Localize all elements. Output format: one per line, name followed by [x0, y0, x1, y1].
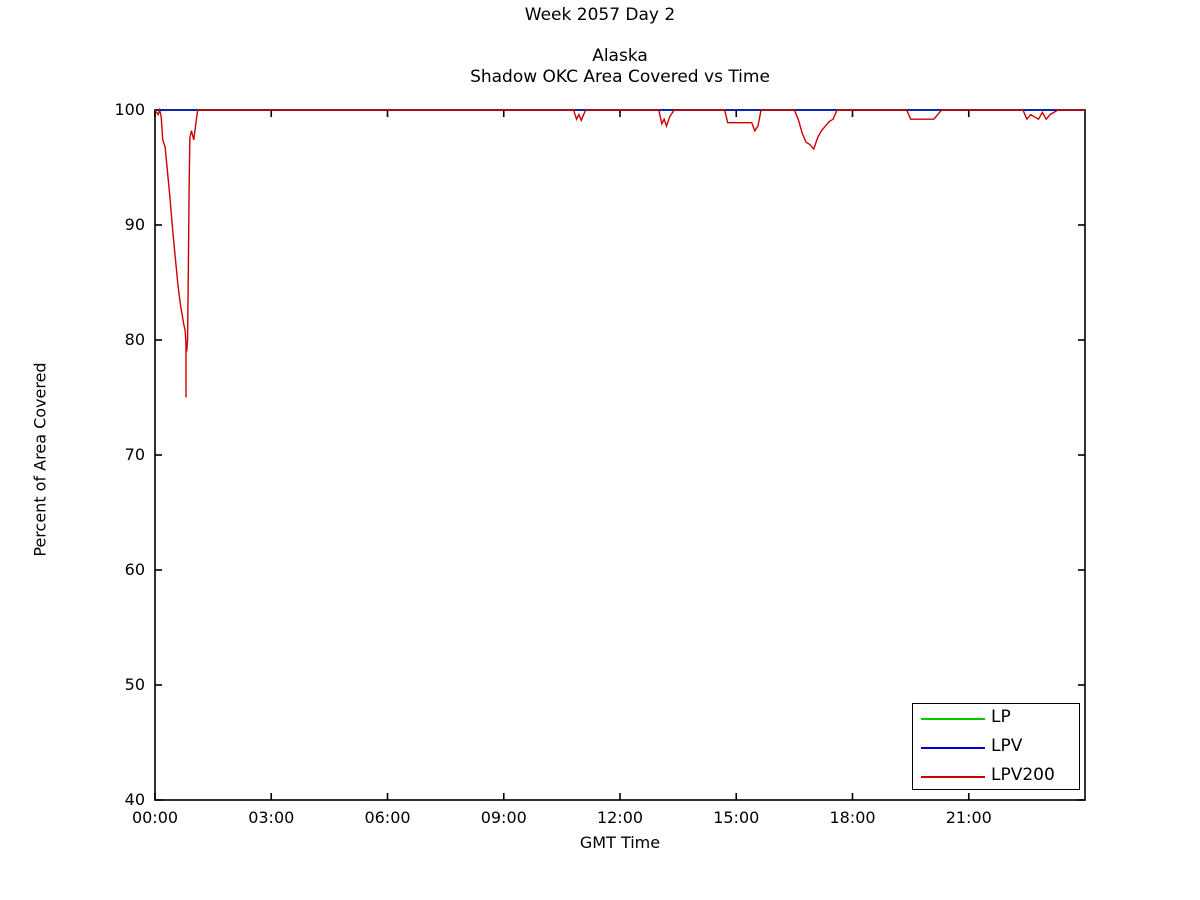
axes-title-line-2: Shadow OKC Area Covered vs Time [470, 67, 770, 87]
x-tick-label: 15:00 [713, 808, 760, 827]
x-tick-label: 18:00 [829, 808, 876, 827]
y-tick-label: 100 [114, 100, 145, 119]
y-tick-label: 40 [124, 790, 145, 809]
y-tick-label: 80 [124, 330, 145, 349]
x-axis-label: GMT Time [579, 833, 661, 852]
x-tick-label: 06:00 [364, 808, 411, 827]
x-tick-label: 03:00 [248, 808, 295, 827]
y-tick-label: 50 [124, 675, 145, 694]
series-line-lpv200 [154, 107, 1085, 352]
legend-item-lp[interactable]: LP [913, 704, 1081, 733]
y-tick-label: 90 [124, 215, 145, 234]
x-tick-label: 21:00 [945, 808, 992, 827]
legend-label: LP [991, 707, 1011, 727]
axes-title-line-1: Alaska [592, 46, 648, 66]
legend-color-swatch [921, 718, 985, 720]
legend-color-swatch [921, 747, 985, 749]
y-tick-label: 60 [124, 560, 145, 579]
legend-color-swatch [921, 776, 985, 778]
x-tick-label: 12:00 [596, 808, 644, 827]
axes-frame-rect [154, 109, 1086, 801]
x-tick-label: 00:00 [131, 808, 179, 827]
legend-label: LPV200 [991, 765, 1055, 785]
legend-label: LPV [991, 736, 1023, 756]
legend-item-lpv200[interactable]: LPV200 [913, 762, 1081, 791]
legend-item-lpv[interactable]: LPV [913, 733, 1081, 762]
axis-ticks [154, 109, 1085, 801]
data-series-group [154, 107, 1085, 398]
x-tick-label: 09:00 [480, 808, 527, 827]
figure-suptitle: Week 2057 Day 2 [524, 5, 676, 25]
axes-frame [154, 109, 1086, 801]
legend[interactable]: LP LPV LPV200 [912, 703, 1080, 790]
y-tick-label: 70 [124, 445, 145, 464]
axes-title: Alaska Shadow OKC Area Covered vs Time [155, 46, 1085, 88]
